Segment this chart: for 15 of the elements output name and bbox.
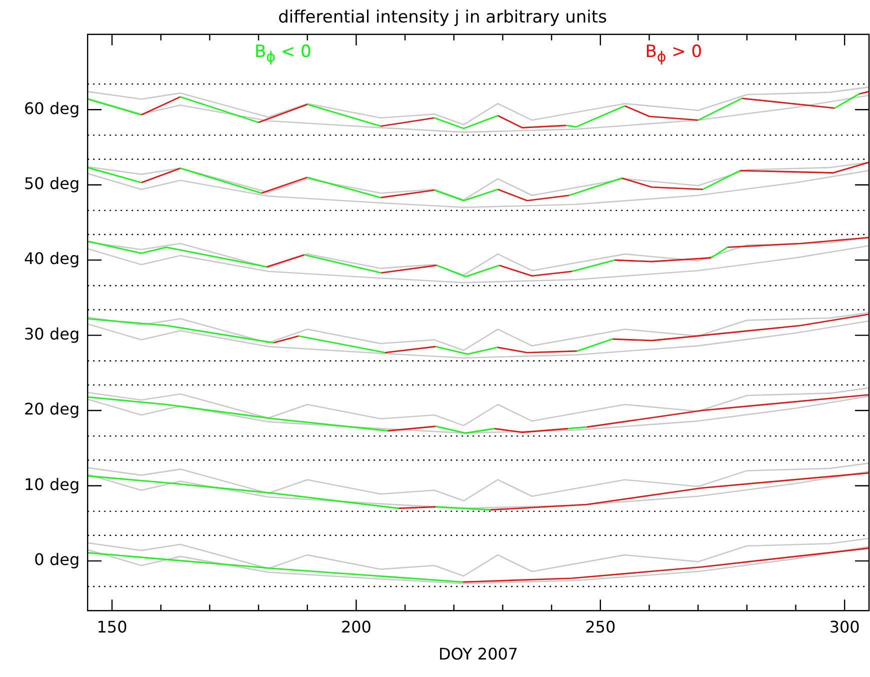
text: B$_{ϕ}$ < 0 xyxy=(254,42,312,66)
y-tick-label: 50 deg xyxy=(24,174,80,193)
x-tick-label: 150 xyxy=(96,617,128,636)
y-tick-label: 20 deg xyxy=(24,400,80,419)
x-axis-title: DOY 2007 xyxy=(438,644,518,664)
y-tick-label: 10 deg xyxy=(24,474,80,494)
y-tick-label: 60 deg xyxy=(24,98,80,118)
y-tick-label: 30 deg xyxy=(24,324,80,344)
x-tick-label: 300 xyxy=(829,617,860,636)
text: B$_{ϕ}$ > 0 xyxy=(645,42,702,66)
chart-title: differential intensity j in arbitrary units xyxy=(278,8,608,28)
y-tick-label: 40 deg xyxy=(24,249,80,268)
x-tick-label: 250 xyxy=(585,617,616,636)
x-tick-label: 200 xyxy=(340,617,372,636)
y-tick-label: 0 deg xyxy=(34,550,80,570)
